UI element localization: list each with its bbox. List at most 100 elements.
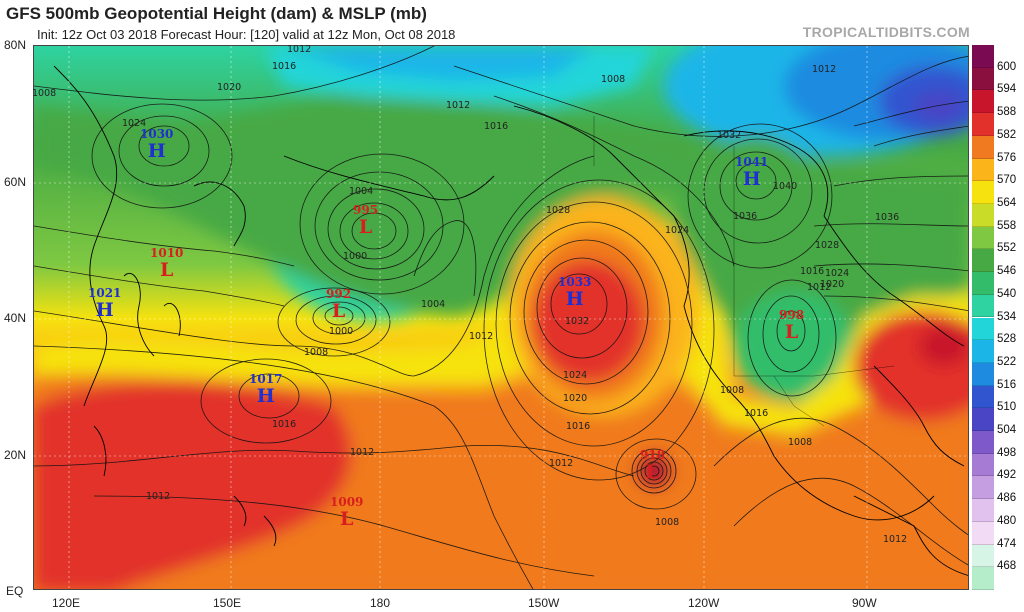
- isobar-label: 1016: [800, 266, 825, 277]
- isobar-label: 1004: [421, 299, 446, 310]
- colorbar-tick-label: 564: [997, 196, 1017, 209]
- colorbar-swatch: [972, 45, 994, 68]
- pressure-center-high: 1017 H: [249, 372, 283, 407]
- colorbar-swatch: [972, 113, 994, 136]
- brand-watermark: TROPICALTIDBITS.COM: [802, 24, 970, 40]
- colorbar-tick-label: 570: [997, 174, 1017, 187]
- isobar-label: 1008: [720, 385, 745, 396]
- colorbar-tick-label: 468: [997, 560, 1017, 573]
- isobar-label: 1012: [812, 64, 837, 75]
- colorbar-swatch: [972, 431, 994, 454]
- pressure-center-low: 998 L: [779, 308, 805, 343]
- isobar-label: 1016: [272, 61, 297, 72]
- isobar-label: 1000: [343, 251, 368, 262]
- colorbar-tick-label: 576: [997, 151, 1017, 164]
- pressure-center-high: 1033 H: [558, 275, 592, 310]
- colorbar-swatch: [972, 544, 994, 568]
- colorbar-tick-label: 492: [997, 469, 1017, 482]
- isobar-label: 1032: [565, 316, 590, 327]
- isobar-label: 1016: [744, 408, 769, 419]
- isobar-label: 1016: [566, 421, 591, 432]
- colorbar-tick-label: 498: [997, 446, 1017, 459]
- isobar-label: 1028: [546, 205, 571, 216]
- isobar-label: 1008: [601, 74, 626, 85]
- pressure-center-low: 1010 L: [150, 246, 184, 281]
- isobar-label: 1024: [563, 370, 588, 381]
- map-title: GFS 500mb Geopotential Height (dam) & MS…: [6, 4, 427, 23]
- colorbar-swatch: [972, 90, 994, 114]
- isobar-label: 1040: [773, 181, 798, 192]
- isobar-label: 1020: [563, 393, 588, 404]
- isobar-lines: [34, 46, 968, 589]
- isobar-label: 1012: [549, 458, 574, 469]
- colorbar-swatch: [972, 67, 994, 91]
- borders: [593, 116, 895, 427]
- pressure-center-high: 1030 H: [140, 127, 174, 162]
- lat-label-40n: 40N: [4, 311, 27, 325]
- colorbar-swatch: [972, 272, 994, 295]
- colorbar-tick-label: 552: [997, 242, 1017, 255]
- colorbar-tick-label: 522: [997, 355, 1017, 368]
- colorbar-swatch: [972, 340, 994, 363]
- isobar-label: 1036: [875, 212, 900, 223]
- colorbar-swatch: [972, 476, 994, 500]
- colorbar-tick-label: 546: [997, 265, 1017, 278]
- colorbar-tick-label: 600: [997, 60, 1017, 73]
- colorbar-swatch: [972, 567, 994, 590]
- lon-label-150w: 150W: [528, 596, 560, 610]
- lon-label-120w: 120W: [688, 596, 720, 610]
- colorbar-swatch: [972, 408, 994, 432]
- isobar-label: 1024: [825, 268, 850, 279]
- colorbar-swatch: [972, 249, 994, 273]
- isobar-label: 1012: [469, 331, 494, 342]
- colorbar-swatch: [972, 181, 994, 204]
- isobar-label: 1000: [329, 326, 354, 337]
- colorbar-tick-label: 516: [997, 378, 1017, 391]
- colorbar-tick-label: 534: [997, 310, 1017, 323]
- colorbar-swatch: [972, 385, 994, 409]
- isobar-label: 1016: [272, 419, 297, 430]
- pressure-center-low: 918 L: [640, 448, 666, 483]
- map-subtitle: Init: 12z Oct 03 2018 Forecast Hour: [12…: [37, 27, 456, 42]
- lat-label-eq: EQ: [6, 584, 24, 598]
- isobar-label: 1008: [655, 517, 680, 528]
- isobar-label: 1020: [820, 279, 845, 290]
- isobar-label: 1008: [32, 88, 57, 99]
- isobar-label: 1028: [815, 240, 840, 251]
- graticule: [34, 46, 968, 589]
- colorbar-tick-label: 486: [997, 492, 1017, 505]
- height-colorbar: [972, 45, 994, 590]
- colorbar-swatch: [972, 158, 994, 182]
- colorbar-tick-label: 528: [997, 333, 1017, 346]
- pressure-center-low: 992 L: [326, 287, 352, 322]
- isobar-label: 1012: [146, 491, 171, 502]
- colorbar-tick-label: 480: [997, 514, 1017, 527]
- colorbar-tick-label: 594: [997, 83, 1017, 96]
- isobar-label: 1016: [484, 121, 509, 132]
- coastlines: [53, 65, 968, 576]
- lat-label-60n: 60N: [4, 175, 27, 189]
- colorbar-swatch: [972, 362, 994, 386]
- isobar-label: 1012: [287, 44, 312, 55]
- isobar-label: 1012: [446, 100, 471, 111]
- colorbar-swatch: [972, 317, 994, 341]
- isobar-label: 1012: [883, 534, 908, 545]
- isobar-label: 1020: [217, 82, 242, 93]
- colorbar-tick-label: 582: [997, 128, 1017, 141]
- isobar-label: 1012: [807, 282, 832, 293]
- isobar-label: 1004: [349, 186, 374, 197]
- colorbar-swatch: [972, 135, 994, 159]
- isobar-label: 1032: [717, 130, 742, 141]
- map-canvas: [34, 46, 968, 589]
- colorbar-swatch: [972, 203, 994, 227]
- lon-label-120e: 120E: [52, 596, 81, 610]
- colorbar-tick-label: 504: [997, 424, 1017, 437]
- lon-label-90w: 90W: [852, 596, 877, 610]
- height-field-shading: [34, 46, 968, 589]
- isobar-label: 1024: [665, 225, 690, 236]
- isobar-label: 1012: [350, 447, 375, 458]
- colorbar-swatch: [972, 499, 994, 522]
- colorbar-tick-label: 510: [997, 401, 1017, 414]
- isobar-label: 1024: [122, 118, 147, 129]
- colorbar-swatch: [972, 294, 994, 318]
